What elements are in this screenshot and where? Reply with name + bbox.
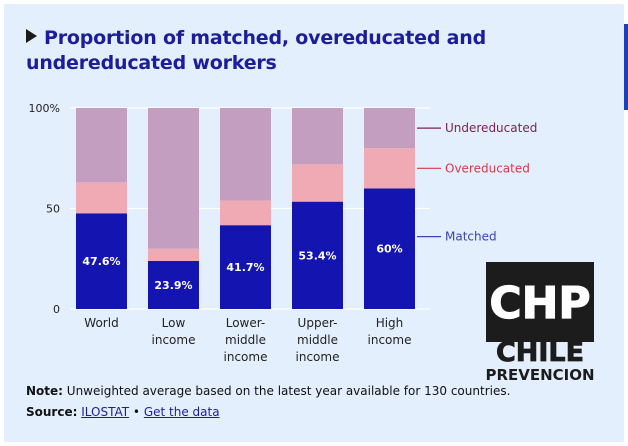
data-label: 47.6%: [82, 255, 120, 268]
x-tick-label: Upper-: [298, 316, 338, 330]
logo-line2: CHILE: [496, 337, 584, 368]
y-tick-label: 0: [53, 303, 60, 316]
ilostat-link[interactable]: ILOSTAT: [81, 405, 130, 419]
x-tick-label: Low: [162, 316, 186, 330]
source-label: Source:: [26, 405, 78, 419]
note: Note: Unweighted average based on the la…: [26, 384, 510, 398]
bar-overeducated: [148, 248, 199, 261]
bar-overeducated: [292, 164, 343, 202]
edge-accent: [624, 24, 628, 110]
bar-matched: [148, 260, 199, 309]
y-tick-label: 100%: [29, 102, 60, 115]
chp-chile-prevencion-logo: CHP CHILE PREVENCION: [486, 262, 594, 382]
data-label: 23.9%: [154, 279, 192, 292]
bar-matched: [292, 201, 343, 309]
bar-matched: [76, 213, 127, 309]
bar-matched: [364, 188, 415, 309]
bar-undereducated: [220, 108, 271, 201]
data-label: 41.7%: [226, 261, 264, 274]
bar-overeducated: [220, 200, 271, 226]
note-text: Unweighted average based on the latest y…: [62, 384, 511, 398]
x-tick-label: middle: [225, 333, 266, 347]
play-triangle-icon: [26, 29, 37, 43]
bar-matched: [220, 225, 271, 309]
x-tick-label: income: [152, 333, 196, 347]
y-tick-label: 50: [46, 203, 60, 216]
note-label: Note:: [26, 384, 63, 398]
bar-undereducated: [76, 108, 127, 183]
x-tick-label: Lower-: [226, 316, 266, 330]
source-separator: •: [129, 405, 144, 419]
data-label: 60%: [376, 243, 402, 256]
bar-undereducated: [292, 108, 343, 165]
legend-label-matched: Matched: [445, 230, 497, 244]
x-tick-label: income: [368, 333, 412, 347]
bar-overeducated: [364, 148, 415, 189]
chart-title-text: Proportion of matched, overeducated and …: [26, 27, 487, 74]
logo-line1: CHP: [489, 278, 590, 329]
x-tick-label: High: [376, 316, 404, 330]
logo-line3: PREVENCION: [486, 366, 594, 382]
x-tick-label: income: [296, 350, 340, 364]
x-tick-label: middle: [297, 333, 338, 347]
legend-label-overeducated: Overeducated: [445, 161, 530, 175]
bar-undereducated: [364, 108, 415, 149]
chart-title: Proportion of matched, overeducated and …: [26, 26, 596, 76]
data-label: 53.4%: [298, 249, 336, 262]
legend-label-undereducated: Undereducated: [445, 121, 537, 135]
source: Source: ILOSTAT • Get the data: [26, 405, 220, 419]
get-the-data-link[interactable]: Get the data: [143, 405, 220, 419]
bar-undereducated: [148, 108, 199, 249]
bar-overeducated: [76, 182, 127, 214]
x-tick-label: World: [84, 316, 118, 330]
x-tick-label: income: [224, 350, 268, 364]
